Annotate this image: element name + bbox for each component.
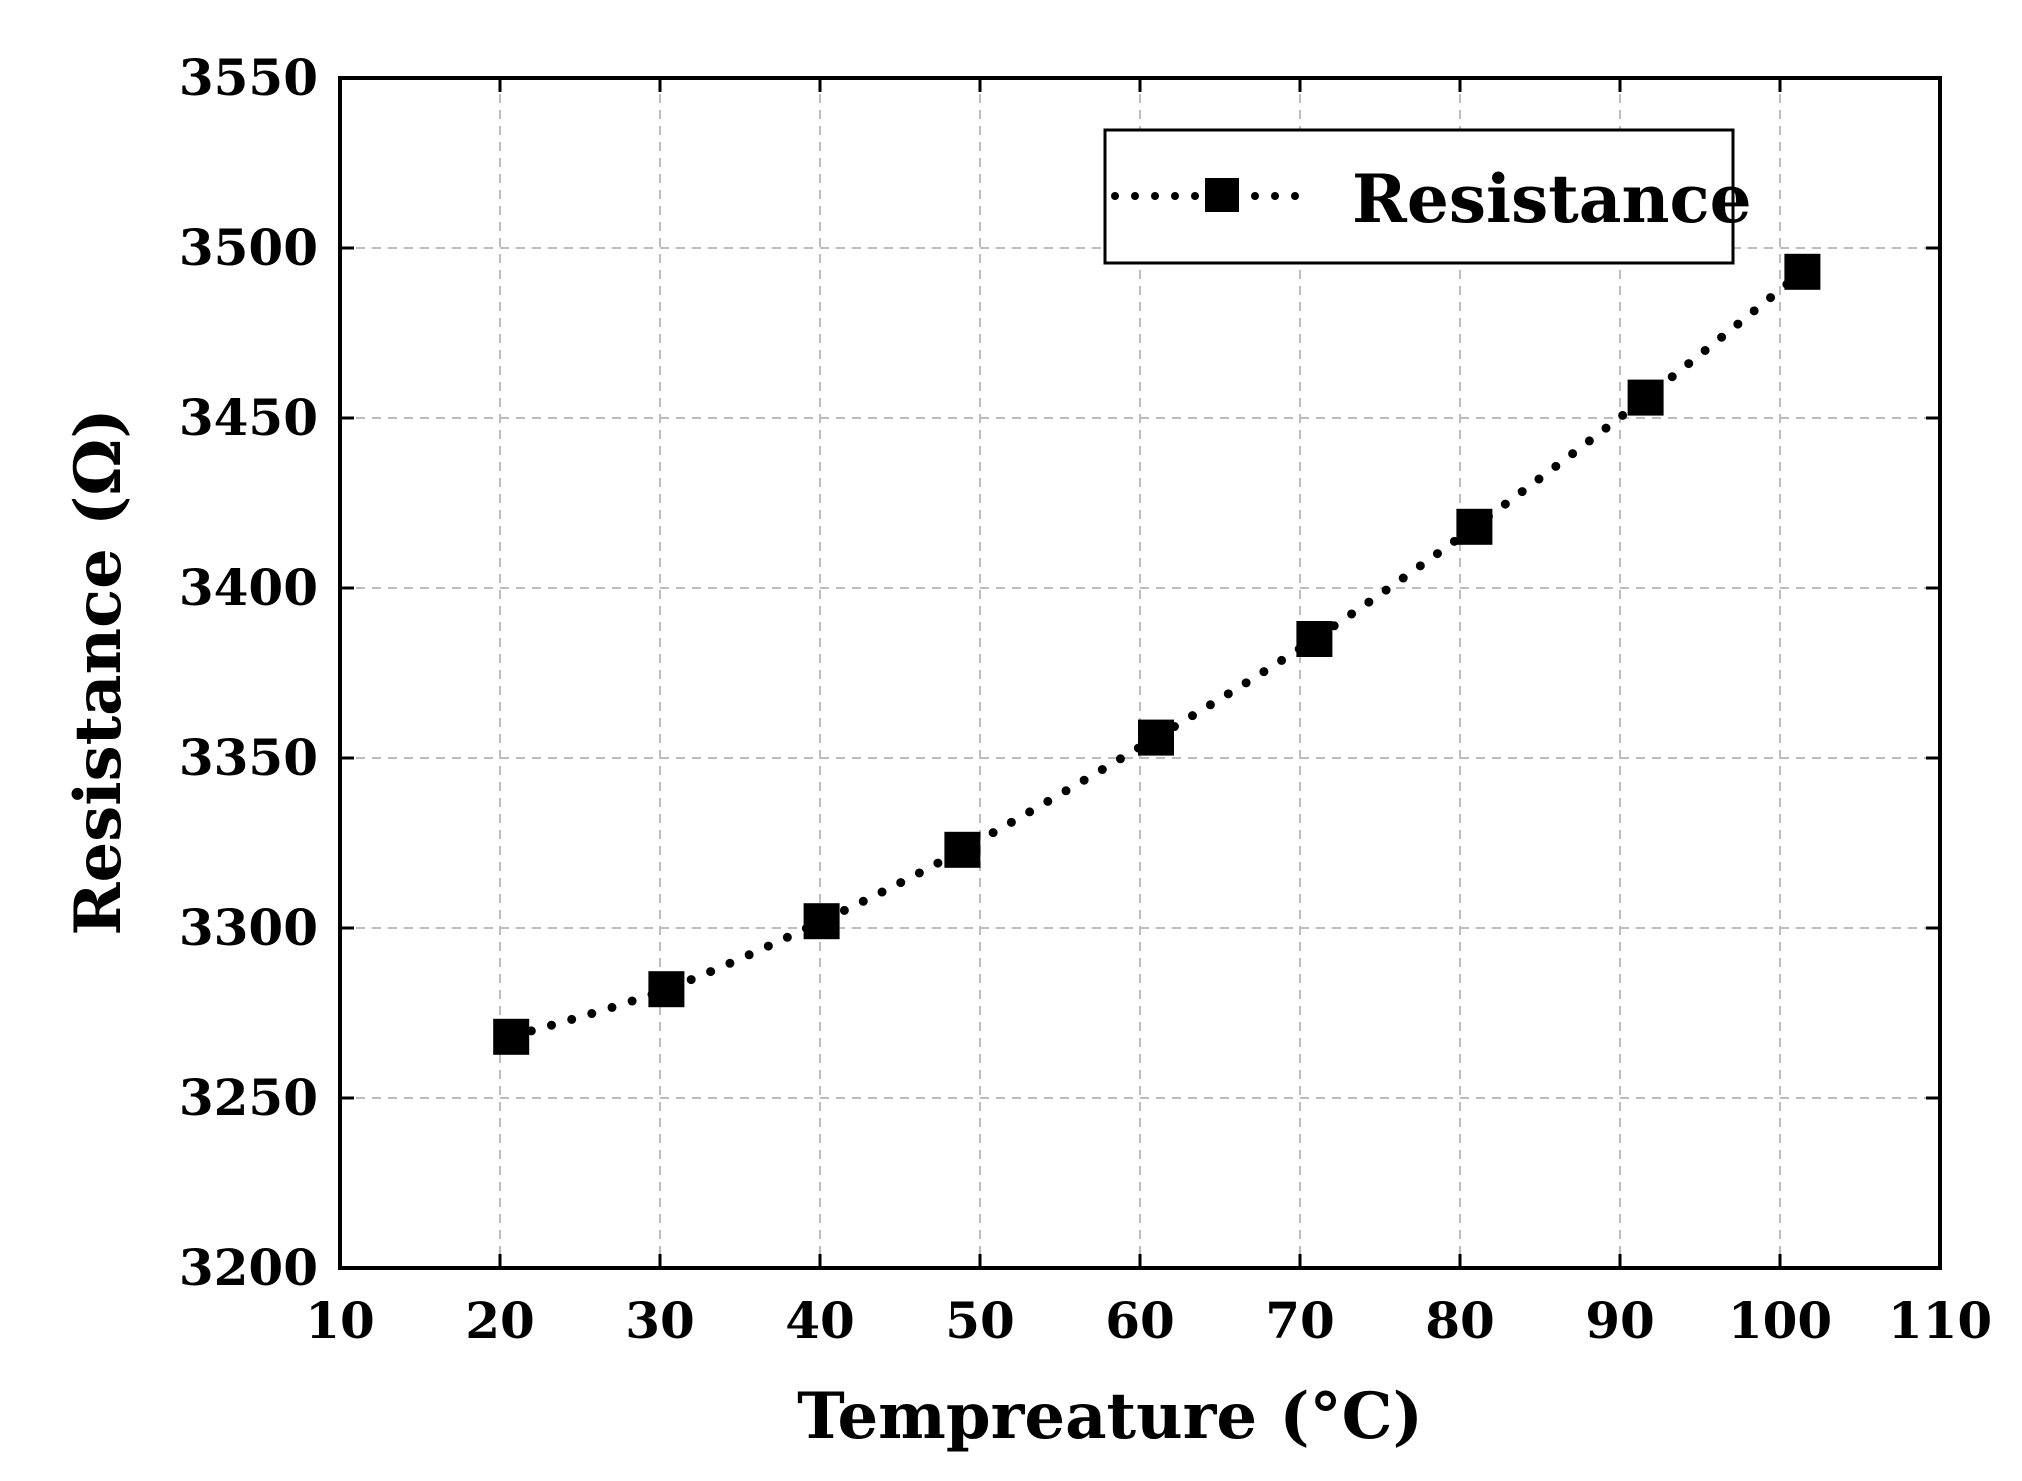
x-tick-label: 70 (1265, 1291, 1335, 1350)
y-tick-label: 3450 (179, 388, 318, 447)
y-tick-label: 3550 (179, 48, 318, 107)
data-point-marker (1138, 719, 1174, 756)
data-point-marker (1456, 508, 1493, 545)
x-tick-label: 40 (785, 1291, 855, 1350)
y-tick-label: 3500 (179, 218, 318, 277)
x-tick-label: 80 (1425, 1291, 1495, 1350)
data-point-marker (944, 831, 981, 868)
series-line (506, 267, 1807, 1042)
x-tick-label: 30 (625, 1291, 695, 1350)
data-point-marker (1296, 621, 1333, 657)
x-tick-label: 50 (945, 1291, 1015, 1350)
data-point-marker (1627, 379, 1664, 416)
legend: Resistance (1103, 128, 1752, 265)
y-axis-title: Resistance (Ω) (61, 408, 136, 935)
y-tick-label: 3400 (179, 558, 318, 617)
data-point-marker (493, 1018, 530, 1055)
data-point-marker (803, 903, 840, 940)
y-tick-label: 3250 (179, 1068, 318, 1127)
x-tick-label: 90 (1585, 1291, 1655, 1350)
legend-marker-sample (1205, 178, 1239, 212)
x-tick-label: 110 (1888, 1291, 1992, 1350)
x-tick-label: 100 (1728, 1291, 1832, 1350)
y-tick-label: 3200 (179, 1238, 318, 1297)
x-tick-label: 60 (1105, 1291, 1175, 1350)
axis-ticks: 10 20 30 40 50 60 70 80 90 100 110 3200 3250 3300 3350… (179, 48, 1992, 1350)
x-tick-label: 20 (465, 1291, 535, 1350)
y-tick-label: 3300 (179, 898, 318, 957)
data-point-marker (648, 971, 685, 1008)
data-point-marker (1784, 253, 1821, 290)
series-group (493, 253, 1821, 1055)
y-tick-label: 3350 (179, 728, 318, 787)
legend-label: Resistance (1352, 160, 1752, 238)
x-axis-title: Tempreature (°C) (797, 1379, 1423, 1454)
x-tick-label: 10 (305, 1291, 375, 1350)
